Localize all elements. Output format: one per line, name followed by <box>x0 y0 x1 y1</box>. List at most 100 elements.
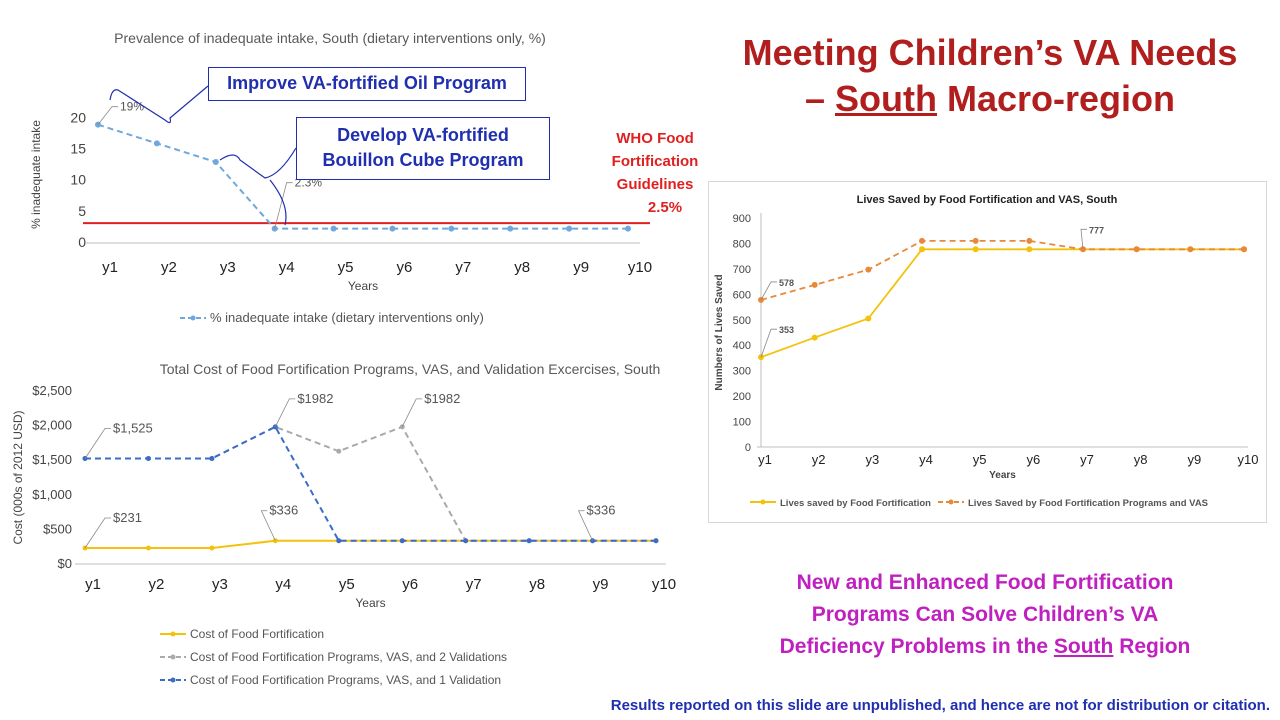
x-tick-label: y8 <box>529 576 545 593</box>
conclusion-text: New and Enhanced Food Fortification Prog… <box>735 567 1235 663</box>
y-tick-label: 10 <box>70 172 86 188</box>
x-tick-label: y10 <box>628 259 652 276</box>
annotation-leader <box>401 398 423 428</box>
y-tick-label: 800 <box>733 238 751 250</box>
who-line1: WHO Food <box>616 130 694 147</box>
y-tick-label: 0 <box>745 442 751 454</box>
y-tick-label: 5 <box>78 203 86 219</box>
data-point <box>865 315 872 322</box>
callout-oil-leader <box>109 85 209 124</box>
data-point <box>209 545 215 551</box>
x-tick-label: y2 <box>149 576 165 593</box>
y-tick-label: 900 <box>733 213 751 225</box>
x-tick-label: y5 <box>973 452 987 467</box>
data-label: $336 <box>587 503 616 518</box>
y-tick-label: $2,500 <box>32 383 72 398</box>
y-tick-label: $0 <box>58 556 72 571</box>
data-point <box>811 281 818 288</box>
x-tick-label: y2 <box>812 452 826 467</box>
x-tick-label: y9 <box>573 259 589 276</box>
callout-oil-program: Improve VA-fortified Oil Program <box>208 67 526 101</box>
y-tick-label: 700 <box>733 264 751 276</box>
data-point <box>389 225 396 232</box>
title-prefix: – <box>804 78 835 119</box>
annotation-leader <box>274 398 296 428</box>
chart-title: Prevalence of inadequate intake, South (… <box>114 30 546 46</box>
legend-entry: Cost of Food Fortification <box>190 627 324 641</box>
data-point <box>399 538 405 544</box>
slide-title-line1: Meeting Children’s VA Needs <box>742 32 1238 73</box>
x-tick-label: y4 <box>275 576 291 593</box>
callout-bouillon-line1: Develop VA-fortified <box>337 125 509 145</box>
x-tick-label: y9 <box>593 576 609 593</box>
slide-title-line2: – South Macro-region <box>700 76 1280 122</box>
legend-swatch-dot <box>170 654 176 660</box>
x-tick-label: y7 <box>455 259 471 276</box>
slide-title: Meeting Children’s VA Needs – South Macr… <box>700 30 1280 122</box>
data-point <box>336 538 342 544</box>
x-tick-label: y3 <box>865 452 879 467</box>
y-tick-label: $500 <box>43 521 72 536</box>
prevalence-chart: Prevalence of inadequate intake, South (… <box>29 30 652 325</box>
who-value: 2.5% <box>647 199 683 216</box>
data-point <box>448 225 455 232</box>
title-region: South <box>835 78 937 119</box>
conclusion-line3-prefix: Deficiency Problems in the <box>779 635 1054 658</box>
legend-swatch-dot <box>170 677 176 683</box>
x-tick-label: y1 <box>102 259 118 276</box>
y-tick-label: 100 <box>733 417 751 429</box>
annotation-leader <box>1080 228 1087 250</box>
x-tick-label: y2 <box>161 259 177 276</box>
data-point <box>758 296 764 303</box>
x-tick-label: y6 <box>397 259 413 276</box>
data-point <box>919 246 925 253</box>
data-label: $336 <box>269 503 298 518</box>
legend-entry: % inadequate intake (dietary interventio… <box>210 310 484 325</box>
data-point <box>811 334 818 341</box>
x-tick-label: y3 <box>212 576 228 593</box>
x-tick-label: y7 <box>1080 452 1094 467</box>
legend-entry: Lives saved by Food Fortification <box>780 498 931 509</box>
series-line-2 <box>760 240 1244 301</box>
who-line3: Guidelines <box>616 176 694 193</box>
annotation-leader <box>274 182 293 229</box>
x-tick-label: y9 <box>1187 452 1201 467</box>
y-tick-label: 300 <box>733 366 751 378</box>
y-tick-label: 400 <box>733 340 751 352</box>
series-line-1 <box>97 123 628 230</box>
data-label: $231 <box>113 510 142 525</box>
x-tick-label: y1 <box>758 452 772 467</box>
legend-entry: Cost of Food Fortification Programs, VAS… <box>190 673 501 687</box>
legend-swatch-dot <box>170 631 176 637</box>
callout-bouillon-line2: Bouillon Cube Program <box>322 150 524 170</box>
data-point <box>972 246 979 253</box>
x-tick-label: y8 <box>1134 452 1148 467</box>
y-tick-label: 600 <box>733 289 751 301</box>
conclusion-line3: Deficiency Problems in the South Region <box>735 631 1235 663</box>
legend-swatch-dot <box>760 499 766 505</box>
data-point <box>463 538 469 544</box>
cost-chart: Total Cost of Food Fortification Program… <box>11 361 676 687</box>
data-point <box>1187 246 1194 253</box>
annotation-leader <box>577 510 593 541</box>
x-tick-label: y4 <box>279 259 295 276</box>
data-point <box>919 237 925 244</box>
callout-bouillon-leader <box>219 147 297 226</box>
y-axis-label: Cost (000s of 2012 USD) <box>11 410 25 544</box>
y-tick-label: 15 <box>70 141 86 157</box>
y-tick-label: 0 <box>78 234 86 250</box>
who-line2: Fortification <box>611 153 699 170</box>
x-tick-label: y10 <box>1238 452 1259 467</box>
callout-oil-text: Improve VA-fortified Oil Program <box>227 73 507 93</box>
y-tick-label: $1,500 <box>32 452 72 467</box>
x-tick-label: y8 <box>514 259 530 276</box>
annotation-leader <box>760 281 777 301</box>
lives-saved-chart: Lives Saved by Food Fortification and VA… <box>714 194 1259 509</box>
x-tick-label: y6 <box>1026 452 1040 467</box>
data-point <box>1133 246 1140 253</box>
data-point <box>1026 237 1033 244</box>
y-tick-label: 20 <box>70 109 86 125</box>
x-tick-label: y3 <box>220 259 236 276</box>
conclusion-line2: Programs Can Solve Children’s VA <box>811 603 1159 626</box>
x-tick-label: y1 <box>85 576 101 593</box>
